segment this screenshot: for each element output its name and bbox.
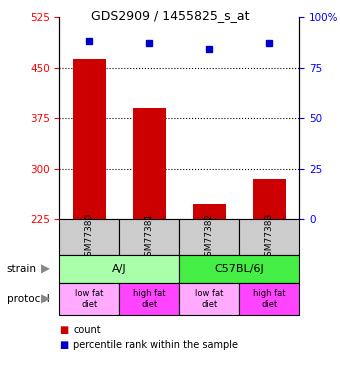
Text: ■: ■ [59,340,69,350]
Text: ■: ■ [59,325,69,335]
Text: ▶: ▶ [41,262,50,276]
Text: A/J: A/J [112,264,127,274]
Bar [239,219,299,255]
Text: high fat
diet: high fat diet [253,290,286,309]
Text: C57BL/6J: C57BL/6J [215,264,264,274]
Text: low fat
diet: low fat diet [75,290,104,309]
Bar [180,255,299,283]
Bar [119,219,180,255]
Text: low fat
diet: low fat diet [195,290,223,309]
Bar [119,283,180,315]
Bar [59,255,180,283]
Text: GSM77380: GSM77380 [85,213,94,262]
Bar [59,283,119,315]
Text: ▶: ▶ [41,292,50,306]
Bar [253,179,286,219]
Text: GSM77381: GSM77381 [145,213,154,262]
Bar [193,204,226,219]
Bar [133,108,166,219]
Text: high fat
diet: high fat diet [133,290,166,309]
Text: percentile rank within the sample: percentile rank within the sample [73,340,238,350]
Text: GDS2909 / 1455825_s_at: GDS2909 / 1455825_s_at [91,9,249,22]
Bar [73,59,106,219]
Text: GSM77383: GSM77383 [265,213,274,262]
Bar [59,219,119,255]
Text: strain: strain [7,264,37,274]
Bar [180,283,239,315]
Text: count: count [73,325,101,335]
Bar [239,283,299,315]
Bar [180,219,239,255]
Text: GSM77382: GSM77382 [205,213,214,262]
Text: protocol: protocol [7,294,50,304]
